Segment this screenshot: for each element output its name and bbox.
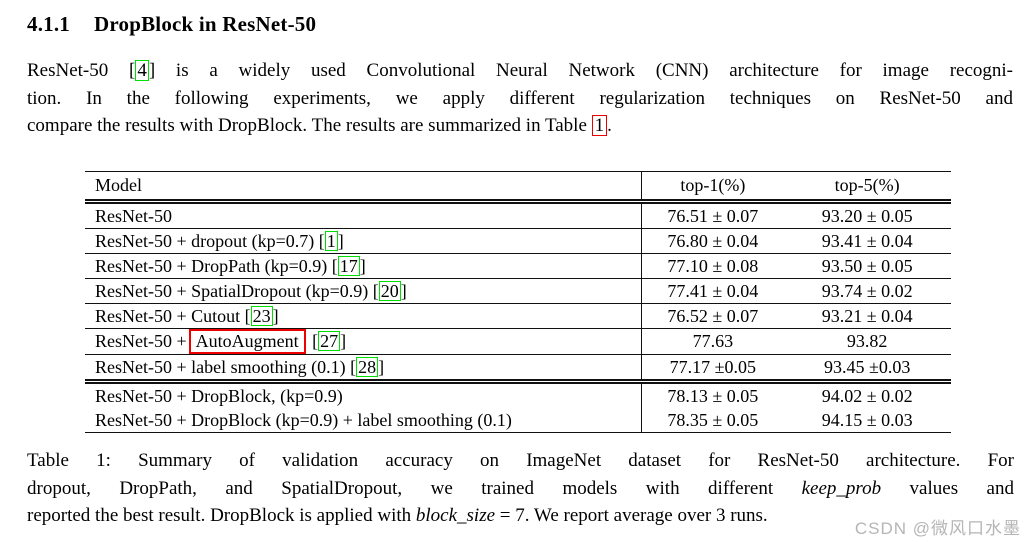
citation-link-27[interactable]: 27 — [318, 331, 341, 351]
model-cell: ResNet-50 + DropBlock, (kp=0.9) — [95, 385, 343, 406]
table-row: ResNet-50 76.51 ± 0.07 93.20 ± 0.05 — [85, 201, 951, 229]
section-heading: 4.1.1 DropBlock in ResNet-50 — [27, 12, 316, 37]
citation-link-4[interactable]: 4 — [135, 60, 149, 81]
top5-cell: 93.50 ± 0.05 — [783, 253, 951, 279]
top1-cell: 77.10 ± 0.08 — [641, 253, 784, 279]
top5-cell: 93.74 ± 0.02 — [783, 278, 951, 304]
top1-cell: 77.41 ± 0.04 — [641, 278, 784, 304]
model-cell: ResNet-50 + dropout (kp=0.7) [1] — [85, 228, 642, 254]
top1-cell: 78.13 ± 0.05 — [641, 381, 784, 408]
top1-cell: 76.80 ± 0.04 — [641, 228, 784, 254]
table-reference-link[interactable]: 1 — [591, 115, 608, 137]
table-row-dropblock: ResNet-50 + DropBlock, (kp=0.9) 78.13 ± … — [85, 381, 951, 408]
paragraph-line: ResNet-50 [4] is a widely used Convoluti… — [27, 60, 1014, 81]
top5-cell: 94.02 ± 0.02 — [821, 385, 913, 406]
citation-link-23[interactable]: 23 — [250, 305, 273, 326]
table-caption: Table 1: Summary of validation accuracy … — [27, 447, 1014, 530]
autoaugment-highlight-box: AutoAugment — [188, 329, 306, 354]
column-header-model: Model — [85, 171, 642, 204]
section-number: 4.1.1 — [27, 12, 70, 36]
body-paragraph: ResNet-50 [4] is a widely used Convoluti… — [27, 57, 1013, 140]
results-table: Model top-1(%) top-5(%) ResNet-50 76.51 … — [85, 171, 951, 433]
caption-line: dropout, DropPath, and SpatialDropout, w… — [27, 477, 1014, 499]
table-row: ResNet-50 + dropout (kp=0.7) [1] 76.80 ±… — [85, 228, 951, 254]
column-header-top1: top-1(%) — [641, 171, 784, 204]
paragraph-line: compare the results with DropBlock. The … — [27, 115, 612, 137]
top5-cell: 93.20 ± 0.05 — [783, 201, 951, 229]
paragraph-line: tion. In the following experiments, we a… — [27, 87, 1013, 109]
table-header-row: Model top-1(%) top-5(%) — [85, 171, 951, 204]
table-row-dropblock-ls: ResNet-50 + DropBlock (kp=0.9) + label s… — [85, 408, 951, 433]
caption-line: Table 1: Summary of validation accuracy … — [27, 450, 1014, 471]
model-cell: ResNet-50 + DropPath (kp=0.9) [17] — [85, 253, 642, 279]
top1-cell: 76.51 ± 0.07 — [641, 201, 784, 229]
model-cell: ResNet-50 + SpatialDropout (kp=0.9) [20] — [85, 278, 642, 304]
top5-cell: 94.15 ± 0.03 — [783, 408, 951, 433]
top5-cell: 93.41 ± 0.04 — [783, 228, 951, 254]
citation-link-20[interactable]: 20 — [378, 280, 401, 301]
table-row: ResNet-50 + DropPath (kp=0.9) [17] 77.10… — [85, 253, 951, 279]
model-cell: ResNet-50 + DropBlock (kp=0.9) + label s… — [85, 408, 642, 433]
model-cell: ResNet-50 + AutoAugment [27] — [85, 328, 642, 355]
top5-cell: 93.21 ± 0.04 — [783, 303, 951, 329]
table-row: ResNet-50 + label smoothing (0.1) [28] 7… — [85, 354, 951, 384]
top1-cell: 76.52 ± 0.07 — [641, 303, 784, 329]
table-row: ResNet-50 + SpatialDropout (kp=0.9) [20]… — [85, 278, 951, 304]
table-row: ResNet-50 + Cutout [23] 76.52 ± 0.07 93.… — [85, 303, 951, 329]
top1-cell: 77.17 ±0.05 — [641, 354, 784, 384]
top5-cell: 93.45 ±0.03 — [783, 354, 951, 384]
citation-link-28[interactable]: 28 — [356, 356, 379, 377]
top1-cell: 78.35 ± 0.05 — [641, 408, 784, 433]
caption-line: reported the best result. DropBlock is a… — [27, 505, 768, 527]
model-cell: ResNet-50 + label smoothing (0.1) [28] — [85, 354, 642, 384]
column-header-top5: top-5(%) — [783, 171, 951, 204]
top1-cell: 77.63 — [641, 328, 784, 355]
citation-link-17[interactable]: 17 — [337, 255, 360, 276]
model-cell: ResNet-50 + Cutout [23] — [85, 303, 642, 329]
section-title: DropBlock in ResNet-50 — [94, 12, 317, 36]
citation-link-1[interactable]: 1 — [324, 230, 338, 251]
model-cell: ResNet-50 — [85, 201, 642, 229]
top5-cell: 93.82 — [783, 328, 951, 355]
csdn-watermark: CSDN @微风口水墨 — [854, 519, 1021, 538]
keep-prob-variable: keep_prob — [801, 477, 882, 499]
table-row-autoaugment: ResNet-50 + AutoAugment [27] 77.63 93.82 — [85, 328, 951, 355]
block-size-variable: block_size — [415, 505, 496, 527]
